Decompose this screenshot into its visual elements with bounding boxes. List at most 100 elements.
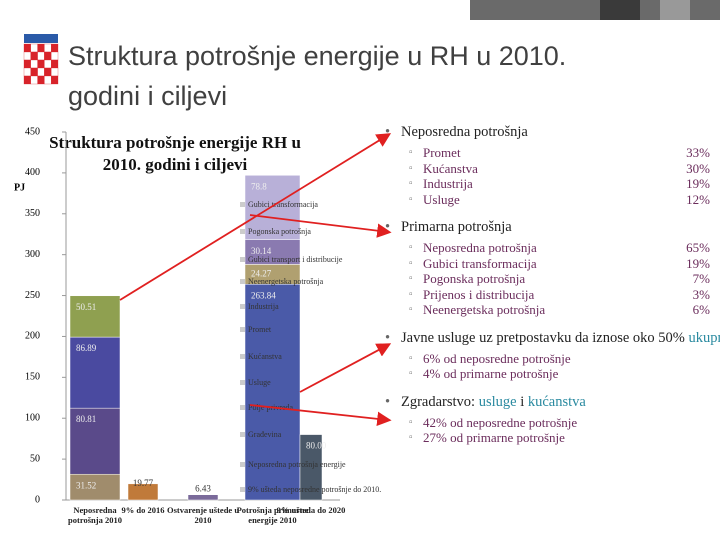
bullet-text: Neposredna potrošnja bbox=[401, 124, 528, 140]
data-label: 263.84 bbox=[251, 290, 276, 300]
data-label: 19.77 bbox=[133, 478, 154, 488]
legend-label: Neposredna potrošnja energije bbox=[248, 460, 346, 469]
legend-label: Građevina bbox=[248, 430, 282, 439]
y-tick-label: 0 bbox=[35, 494, 40, 505]
bar-segment bbox=[187, 494, 219, 501]
sub-item: Gubici transformacija 19% bbox=[409, 256, 710, 272]
data-label: 30.14 bbox=[251, 246, 272, 256]
legend-label: 9% ušteda neposredne potrošnje do 2010. bbox=[248, 485, 381, 494]
data-label: 86.89 bbox=[76, 343, 97, 353]
slide-title: Struktura potrošnje energije u RH u 2010… bbox=[68, 41, 567, 111]
sub-item: 4% od primarne potrošnje bbox=[409, 366, 710, 382]
bullet-list: Neposredna potrošnja Promet 33% Kućanstva 30… bbox=[385, 124, 720, 458]
y-tick-label: 300 bbox=[25, 249, 40, 260]
bar-segment bbox=[69, 295, 121, 338]
legend-swatch bbox=[240, 487, 245, 492]
legend-swatch bbox=[240, 279, 245, 284]
sub-item-value: 19% bbox=[686, 176, 710, 191]
sub-item-label: Gubici transformacija bbox=[423, 255, 537, 271]
legend-swatch bbox=[240, 380, 245, 385]
sub-item: Industrija 19% bbox=[409, 176, 710, 192]
arrow bbox=[249, 214, 392, 238]
sub-item-value: 7% bbox=[692, 271, 710, 286]
sub-item-label: Neenergetska potrošnja bbox=[423, 302, 546, 317]
sub-item: Prijenos i distribucija 3% bbox=[409, 287, 710, 303]
legend-label: Gubici transformacija bbox=[248, 200, 318, 209]
sub-item-label: Promet bbox=[423, 145, 461, 160]
data-label: 80.00 bbox=[306, 441, 327, 451]
bar-segment bbox=[299, 434, 323, 501]
legend-swatch bbox=[240, 202, 245, 207]
y-axis-label: PJ bbox=[14, 182, 25, 193]
bullet-text: i bbox=[516, 393, 528, 410]
sub-item: Pogonska potrošnja 7% bbox=[409, 271, 710, 287]
bar-segment bbox=[244, 175, 301, 240]
data-label: 50.51 bbox=[76, 302, 96, 312]
legend-swatch bbox=[240, 304, 245, 309]
sub-item: Neposredna potrošnja 65% bbox=[409, 240, 710, 256]
bullet-text: Primarna potrošnja bbox=[401, 219, 512, 235]
sub-item-value: 30% bbox=[686, 160, 710, 176]
sub-item-label: Usluge bbox=[423, 191, 460, 207]
bar-segment bbox=[244, 239, 301, 265]
sub-item-value: 33% bbox=[686, 145, 710, 160]
bar-segment bbox=[69, 473, 121, 501]
bullet: Primarna potrošnja bbox=[385, 219, 710, 236]
legend-label: Usluge bbox=[248, 378, 271, 387]
arrow bbox=[119, 133, 392, 301]
legend-swatch bbox=[240, 354, 245, 359]
sub-item-label: 4% od primarne potrošnje bbox=[423, 366, 559, 381]
bullet-text: Zgradarstvo: bbox=[401, 393, 479, 410]
data-label: 6.43 bbox=[195, 483, 211, 493]
data-label: 24.27 bbox=[251, 268, 272, 278]
sub-item: 6% od neposredne potrošnje bbox=[409, 351, 710, 367]
bar-segment bbox=[69, 336, 121, 409]
sub-item-label: 6% od neposredne potrošnje bbox=[423, 350, 571, 366]
arrow bbox=[299, 343, 392, 393]
sub-item-label: Kućanstva bbox=[423, 160, 478, 176]
bullet-text: ukupnih usluga bbox=[688, 329, 720, 346]
sub-item-value: 65% bbox=[686, 240, 710, 255]
legend-swatch bbox=[240, 257, 245, 262]
bullet: Zgradarstvo: usluge i kućanstva bbox=[385, 394, 710, 411]
sub-item-label: Neposredna potrošnja bbox=[423, 240, 537, 255]
bullet-text: Javne usluge uz pretpostavku da iznose o… bbox=[401, 329, 689, 346]
y-tick-label: 100 bbox=[25, 413, 40, 424]
bar-segment bbox=[127, 483, 159, 501]
data-label: 80.81 bbox=[76, 414, 96, 424]
y-tick-label: 350 bbox=[25, 208, 40, 219]
sub-item: 42% od neposredne potrošnje bbox=[409, 415, 710, 431]
sub-item: Usluge 12% bbox=[409, 192, 710, 208]
bullet-text: usluge bbox=[478, 393, 517, 410]
bar-segment bbox=[244, 283, 301, 501]
arrow bbox=[249, 404, 392, 426]
bullet-group: Primarna potrošnja Neposredna potrošnja 65… bbox=[385, 219, 710, 318]
sub-item: 27% od primarne potrošnje bbox=[409, 430, 710, 446]
bullet-group: Zgradarstvo: usluge i kućanstva 42% od ne… bbox=[385, 394, 710, 446]
legend-label: Gubici transport i distribucije bbox=[248, 255, 343, 264]
sub-item-value: 12% bbox=[686, 191, 710, 207]
legend-label: Promet bbox=[248, 325, 272, 334]
bar-segment bbox=[69, 407, 121, 475]
bullet-group: Neposredna potrošnja Promet 33% Kućanstva 30… bbox=[385, 124, 710, 207]
y-tick-label: 450 bbox=[25, 126, 40, 137]
sub-item-value: 3% bbox=[692, 286, 710, 302]
legend-label: Kućanstva bbox=[248, 352, 282, 361]
bullet-group: Javne usluge uz pretpostavku da iznose o… bbox=[385, 329, 720, 382]
legend-swatch bbox=[240, 462, 245, 467]
sub-item-label: 27% od primarne potrošnje bbox=[423, 430, 565, 445]
legend-swatch bbox=[240, 327, 245, 332]
legend-swatch bbox=[240, 432, 245, 437]
y-tick-label: 150 bbox=[25, 372, 40, 383]
sub-item-label: Industrija bbox=[423, 176, 473, 191]
sub-item-value: 19% bbox=[686, 255, 710, 271]
legend-label: Industrija bbox=[248, 302, 279, 311]
sub-item: Neenergetska potrošnja 6% bbox=[409, 302, 710, 318]
sub-item: Kućanstva 30% bbox=[409, 161, 710, 177]
data-label: 31.52 bbox=[76, 480, 96, 490]
y-tick-label: 250 bbox=[25, 290, 40, 301]
chart-title: Struktura potrošnje energije RH u 2010. … bbox=[49, 133, 301, 174]
